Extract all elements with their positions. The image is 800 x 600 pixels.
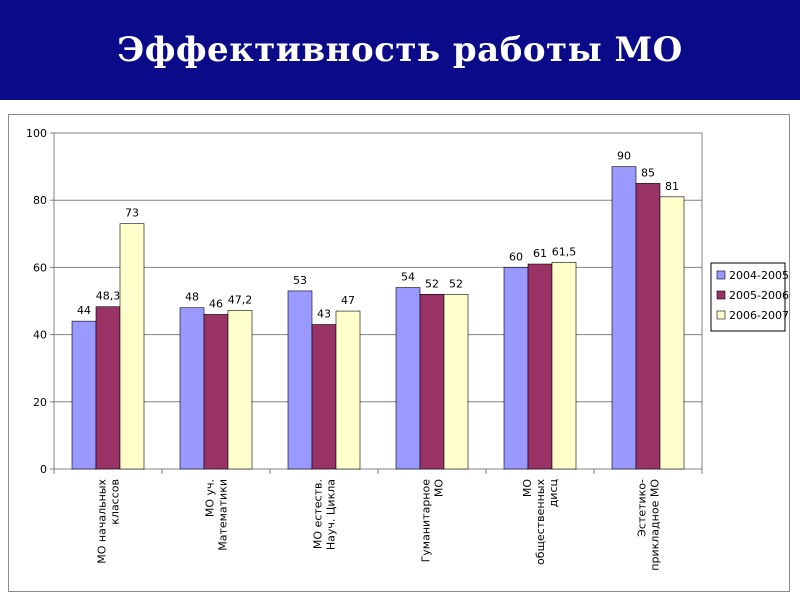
- plot-area: [53, 132, 703, 470]
- data-label: 48,3: [96, 290, 121, 303]
- legend-label: 2005-2006: [729, 289, 789, 302]
- y-tick-label: 100: [26, 127, 47, 140]
- bar: [203, 314, 229, 470]
- data-label: 81: [665, 180, 679, 193]
- category-label: МОобщественныхдисц: [521, 479, 560, 565]
- category-label-line: Математики: [217, 479, 230, 551]
- bar: [179, 307, 205, 470]
- y-tick-label: 20: [33, 396, 47, 409]
- data-label: 53: [293, 274, 307, 287]
- data-label: 47,2: [228, 293, 253, 306]
- bar: [659, 196, 685, 470]
- y-tick-label: 80: [33, 194, 47, 207]
- category-label-line: классов: [109, 479, 122, 525]
- bar: [527, 263, 553, 470]
- category-label-line: Науч. Цикла: [325, 479, 338, 550]
- legend-label: 2006-2007: [729, 309, 789, 322]
- data-label: 44: [77, 304, 91, 317]
- category-label-line: МО естеств.: [312, 479, 325, 549]
- data-label: 52: [449, 277, 463, 290]
- data-label: 52: [425, 277, 439, 290]
- category-label: ГуманитарноеМО: [420, 479, 446, 563]
- bar: [287, 290, 313, 470]
- legend-swatch: [716, 310, 726, 320]
- category-label-line: прикладное МО: [649, 479, 662, 571]
- bar: [119, 223, 145, 470]
- y-tick-label: 0: [40, 463, 47, 476]
- category-label: Эстетико-прикладное МО: [636, 479, 662, 571]
- data-label: 54: [401, 271, 415, 284]
- category-label-line: МО: [521, 479, 534, 497]
- data-label: 90: [617, 150, 631, 163]
- data-label: 43: [317, 308, 331, 321]
- y-tick-label: 60: [33, 261, 47, 274]
- category-label-line: МО: [433, 479, 446, 497]
- category-label: МО начальныхклассов: [96, 479, 122, 564]
- category-label-line: дисц: [547, 479, 560, 507]
- category-label-line: МО начальных: [96, 479, 109, 564]
- category-label: МО естеств.Науч. Цикла: [312, 479, 338, 550]
- bar: [95, 306, 121, 470]
- category-label-line: Гуманитарное: [420, 479, 433, 563]
- bar: [443, 293, 469, 470]
- data-label: 46: [209, 297, 223, 310]
- bar: [551, 262, 577, 470]
- bar: [419, 293, 445, 470]
- data-label: 85: [641, 166, 655, 179]
- category-label-line: общественных: [534, 479, 547, 565]
- bar: [335, 310, 361, 470]
- page-title: Эффективность работы МО: [117, 30, 683, 70]
- bar: [71, 320, 97, 470]
- bar: [635, 183, 661, 470]
- bar: [311, 324, 337, 470]
- bar: [395, 287, 421, 470]
- chart-frame: 0 20 40 60 80 100 44 48 53 54 60 90 48,3 46 43 52 61 85 73…: [8, 114, 790, 592]
- data-label: 61,5: [552, 245, 577, 258]
- y-tick-label: 40: [33, 329, 47, 342]
- data-label: 61: [533, 247, 547, 260]
- data-label: 48: [185, 291, 199, 304]
- bar: [503, 267, 529, 470]
- category-label-line: Эстетико-: [636, 479, 649, 537]
- data-label: 73: [125, 207, 139, 220]
- bar-chart: 0 20 40 60 80 100 44 48 53 54 60 90 48,3 46 43 52 61 85 73…: [26, 127, 789, 571]
- bar: [227, 310, 253, 470]
- data-label: 60: [509, 250, 523, 263]
- legend-swatch: [716, 290, 726, 300]
- category-label-line: МО уч.: [204, 479, 217, 517]
- category-label: МО уч.Математики: [204, 479, 230, 551]
- data-label: 47: [341, 294, 355, 307]
- bar: [611, 166, 637, 470]
- title-bar: Эффективность работы МО: [0, 0, 800, 100]
- legend-swatch: [716, 270, 726, 280]
- legend-label: 2004-2005: [729, 269, 789, 282]
